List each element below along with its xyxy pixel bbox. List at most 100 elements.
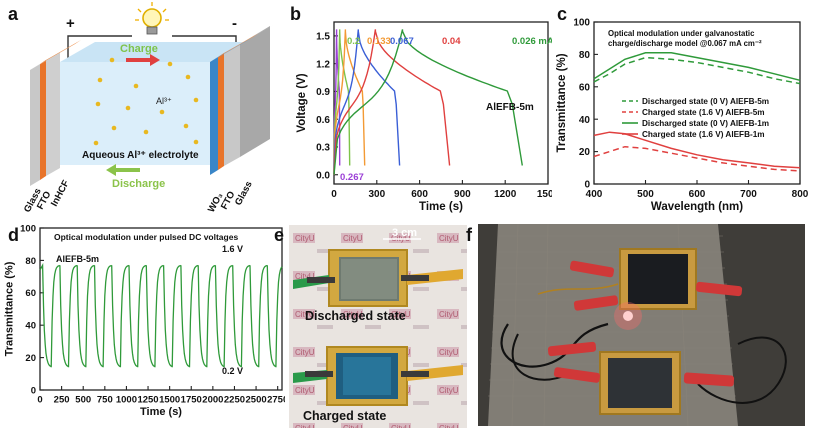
chart-d-series-line <box>39 262 283 368</box>
layer-left-inhcf: InHCF <box>49 178 72 208</box>
chart-b-series-line <box>333 29 366 175</box>
chart-d-xlabel: Time (s) <box>140 406 182 418</box>
chart-b-series-label: 0.267 <box>340 172 364 183</box>
discharged-state-label: Discharged state <box>305 309 406 323</box>
chart-d-xtick-label: 500 <box>75 395 91 406</box>
chart-d-xtick-label: 2500 <box>246 395 267 406</box>
chart-c-title: charge/discharge model @0.067 mA cm⁻² <box>608 39 762 48</box>
chart-b-ytick-label: 0.0 <box>316 170 330 181</box>
panel-a-label: a <box>8 4 19 24</box>
panel-e-photo: CityU 3 cm Discharged state Charged stat… <box>289 225 467 428</box>
terminal-minus: - <box>232 15 237 32</box>
charged-state-label: Charged state <box>303 409 387 423</box>
chart-b-series-line <box>333 29 451 175</box>
chart-d-ytick-label: 60 <box>25 288 36 299</box>
chart-c-legend-entry: Discharged state (0 V) AlEFB-5m <box>642 97 769 106</box>
chart-c-xtick-label: 700 <box>740 189 757 200</box>
chart-c-legend-entry: Charged state (1.6 V) AlEFB-5m <box>642 108 765 117</box>
chart-d-xtick-label: 0 <box>37 395 42 406</box>
chart-d-ytick-label: 20 <box>25 353 36 364</box>
chart-b-series-label: 0.2 <box>347 36 360 47</box>
electrolyte-label: Aqueous Al³⁺ electrolyte <box>82 150 199 161</box>
chart-c-title: Optical modulation under galvanostatic <box>608 29 755 38</box>
chart-d-xtick-label: 1250 <box>137 395 158 406</box>
discharge-label: Discharge <box>112 178 165 190</box>
chart-b-annotation: AlEFB-5m <box>486 102 534 113</box>
chart-c-series-line <box>593 56 801 85</box>
panel-e-label: e <box>274 225 285 245</box>
panel-c-transmittance-chart: 400 500 600 700 800 0 20 40 60 80 100 Wavelength (n… <box>556 18 809 213</box>
panel-a-schematic: + - Charge Al³⁺ Aqueous Al³⁺ electrolyte… <box>22 2 275 214</box>
chart-b-series-line <box>333 29 401 175</box>
chart-d-ytick-label: 40 <box>25 321 36 332</box>
chart-b-xlabel: Time (s) <box>419 201 463 213</box>
chart-d-annotation: AlEFB-5m <box>56 254 99 264</box>
chart-c-ytick-label: 20 <box>579 147 591 158</box>
chart-c-legend-entry: Charged state (1.6 V) AlEFB-1m <box>642 130 765 139</box>
chart-d-low-label: 0.2 V <box>222 366 243 376</box>
chart-b-xtick-label: 900 <box>454 189 471 200</box>
chart-d-xtick-label: 250 <box>54 395 70 406</box>
chart-b-xtick-label: 600 <box>411 189 428 200</box>
chart-d-xtick-label: 1000 <box>116 395 137 406</box>
chart-c-series-line <box>593 52 801 82</box>
chart-b-series-label: 0.04 <box>442 36 461 47</box>
panel-f-label: f <box>466 225 472 245</box>
chart-b-xtick-label: 1500 <box>537 189 552 200</box>
chart-b-series-label: 0.026 mA cm⁻² <box>512 36 552 47</box>
chart-b-series-line <box>333 29 523 175</box>
panel-b-label: b <box>290 4 301 24</box>
chart-d-ytick-label: 80 <box>25 256 36 267</box>
chart-c-ytick-label: 60 <box>579 82 591 93</box>
chart-d-xtick-label: 2000 <box>202 395 223 406</box>
lightbulb-icon <box>135 2 169 35</box>
chart-d-xtick-label: 2250 <box>224 395 245 406</box>
chart-b-ytick-label: 0.9 <box>316 87 330 98</box>
panel-c-label: c <box>557 4 568 24</box>
chart-b-series-label: 0.133 <box>367 36 391 47</box>
chart-c-xtick-label: 400 <box>586 189 603 200</box>
terminal-plus: + <box>66 15 75 32</box>
panel-d-label: d <box>8 225 19 245</box>
panel-d-pulsed-chart: 0 250 500 750 1000 1250 1500 1750 2000 2250 2500 27… <box>3 223 285 418</box>
charge-label: Charge <box>120 43 158 55</box>
chart-c-xtick-label: 500 <box>637 189 654 200</box>
chart-d-ytick-label: 0 <box>31 385 36 396</box>
chart-b-frame <box>333 21 549 185</box>
chart-d-xtick-label: 1750 <box>181 395 202 406</box>
chart-c-xtick-label: 600 <box>689 189 706 200</box>
chart-d-high-label: 1.6 V <box>222 244 243 254</box>
chart-c-ytick-label: 80 <box>579 50 591 61</box>
chart-b-ytick-label: 0.6 <box>316 115 330 126</box>
chart-b-ylabel: Voltage (V) <box>296 73 308 132</box>
chart-b-ytick-label: 0.3 <box>316 143 330 154</box>
chart-d-ytick-label: 100 <box>20 223 36 234</box>
chart-b-series-line <box>333 29 351 175</box>
chart-c-legend-entry: Discharged state (0 V) AlEFB-1m <box>642 119 769 128</box>
chart-c-series-line <box>593 145 801 172</box>
chart-d-title: Optical modulation under pulsed DC volta… <box>54 232 238 242</box>
chart-c-xlabel: Wavelength (nm) <box>651 201 743 213</box>
chart-d-frame <box>39 227 283 391</box>
panel-b-voltage-chart: 0 300 600 900 1200 1500 0.0 0.3 0.6 0.9 1.2 1.5 Time… <box>296 21 552 213</box>
chart-c-ytick-label: 0 <box>584 180 590 191</box>
chart-c-ytick-label: 40 <box>579 115 591 126</box>
chart-c-series-line <box>593 131 801 169</box>
chart-b-ytick-label: 1.2 <box>316 59 330 70</box>
panel-f-photo <box>478 224 805 426</box>
chart-b-ytick-label: 1.5 <box>316 31 330 42</box>
chart-d-xtick-label: 1500 <box>159 395 180 406</box>
layer-right-glass: Glass <box>233 179 255 207</box>
chart-b-xtick-label: 0 <box>331 189 337 200</box>
chart-b-xtick-label: 1200 <box>494 189 517 200</box>
chart-c-ytick-label: 100 <box>573 18 590 29</box>
chart-d-ylabel: Transmittance (%) <box>3 261 15 356</box>
ion-label: Al³⁺ <box>156 96 172 106</box>
chart-d-xtick-label: 750 <box>97 395 113 406</box>
chart-b-xtick-label: 300 <box>368 189 385 200</box>
chart-c-ylabel: Transmittance (%) <box>556 53 568 152</box>
chart-c-xtick-label: 800 <box>792 189 809 200</box>
scale-bar-label: 3 cm <box>392 227 418 239</box>
chart-b-series-label: 0.067 <box>390 36 414 47</box>
